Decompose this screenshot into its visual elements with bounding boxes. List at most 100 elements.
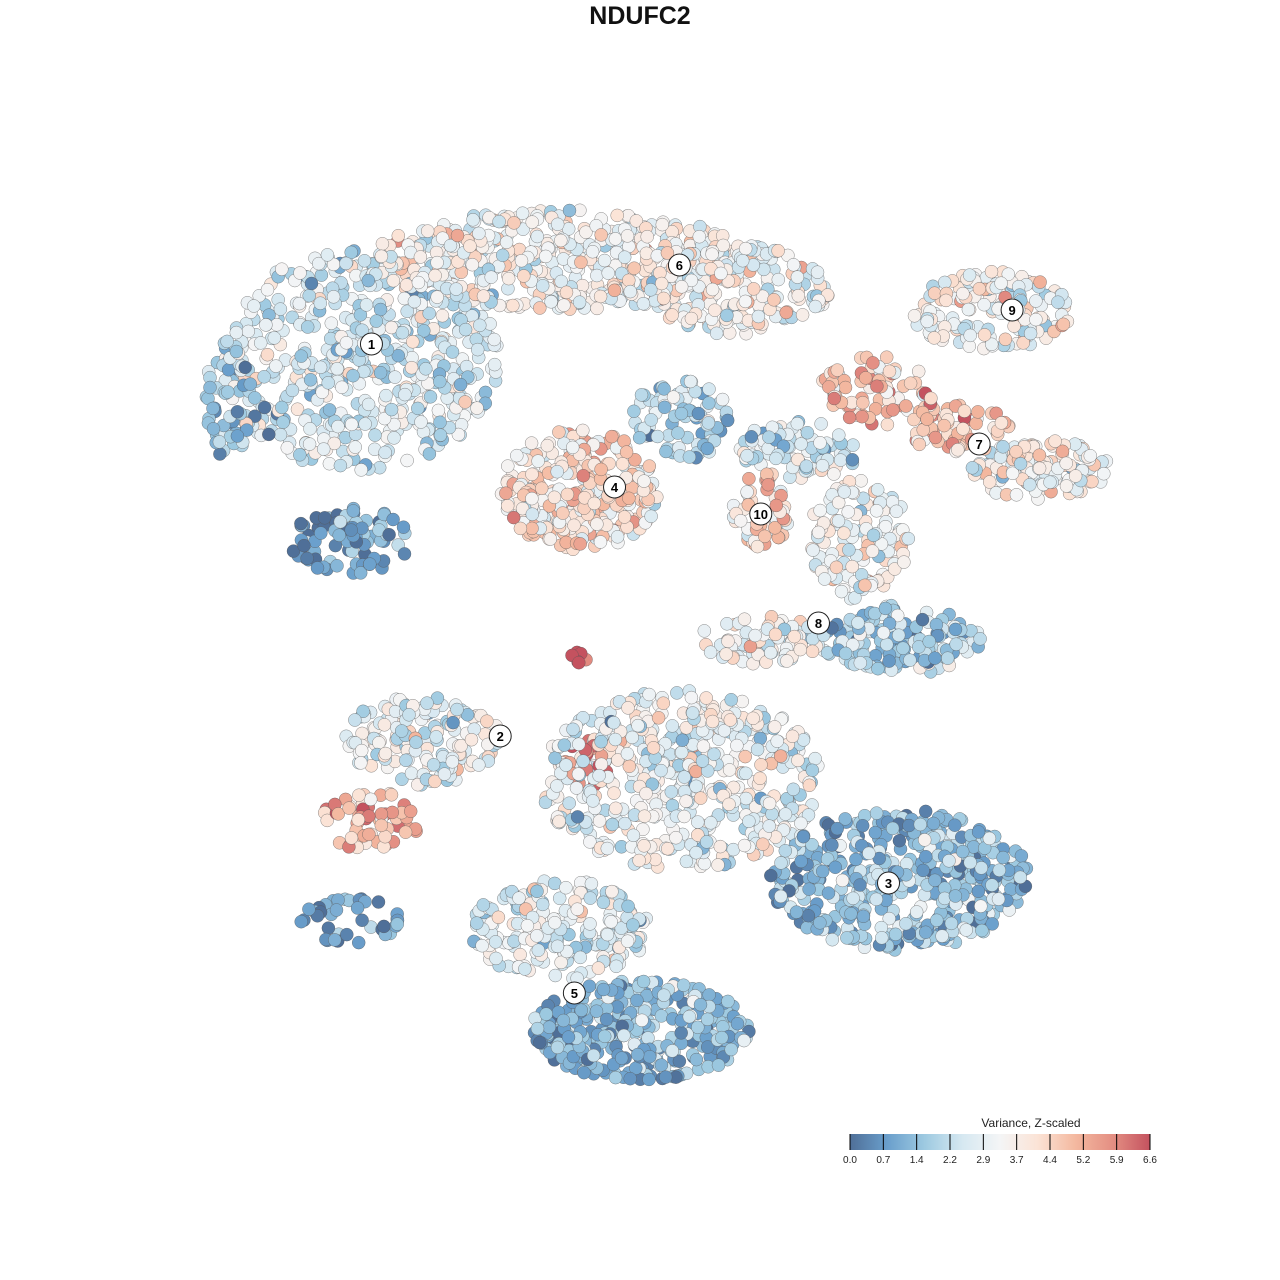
data-point <box>430 290 444 304</box>
data-point <box>608 232 623 246</box>
data-point <box>666 390 681 404</box>
data-point <box>300 320 315 334</box>
data-point <box>790 270 805 284</box>
data-point <box>880 417 895 432</box>
data-point <box>1014 849 1029 863</box>
data-point <box>951 443 965 457</box>
data-point <box>746 711 760 726</box>
data-point <box>965 461 980 475</box>
data-point <box>787 629 802 644</box>
data-point <box>1005 466 1020 481</box>
data-point <box>813 503 827 518</box>
data-point <box>304 276 319 291</box>
data-point <box>576 754 590 768</box>
data-point <box>740 448 754 463</box>
data-point <box>586 1048 601 1063</box>
data-point <box>593 289 608 304</box>
data-point <box>679 854 694 869</box>
data-point <box>650 429 665 444</box>
data-point <box>344 417 359 432</box>
data-point <box>762 819 776 833</box>
data-point <box>229 344 244 359</box>
data-point <box>212 435 227 449</box>
data-point <box>230 429 245 443</box>
data-point <box>531 454 545 468</box>
data-point <box>654 1009 669 1023</box>
data-point <box>853 656 868 670</box>
data-point <box>407 294 422 309</box>
data-point <box>379 388 393 403</box>
data-point <box>853 878 867 892</box>
cluster-label-text: 2 <box>497 729 504 744</box>
data-point <box>605 884 619 899</box>
data-point <box>882 364 897 379</box>
data-point <box>1023 326 1038 341</box>
data-point <box>390 917 405 931</box>
data-point <box>285 383 300 398</box>
data-point <box>709 326 724 341</box>
data-point <box>802 778 817 793</box>
data-point <box>715 1030 729 1045</box>
data-point <box>810 265 825 279</box>
data-point <box>422 306 436 321</box>
legend-tick-label: 0.0 <box>843 1155 857 1166</box>
data-point <box>573 950 588 965</box>
cluster-label-text: 8 <box>815 616 822 631</box>
data-point <box>998 332 1013 347</box>
data-point <box>697 624 712 638</box>
data-point <box>1051 295 1065 309</box>
data-point <box>293 448 307 462</box>
data-point <box>740 485 754 499</box>
data-point <box>414 415 428 429</box>
data-point <box>911 364 926 379</box>
data-point <box>561 1030 576 1044</box>
data-point <box>657 400 672 415</box>
data-point <box>924 391 938 406</box>
cluster-label-badge <box>488 724 512 748</box>
data-point <box>619 445 634 459</box>
data-point <box>665 719 680 733</box>
data-point <box>206 422 221 436</box>
data-point <box>501 271 516 286</box>
data-point <box>391 228 406 243</box>
data-point <box>303 422 317 436</box>
data-point <box>754 758 768 772</box>
data-point <box>534 481 549 496</box>
data-point <box>473 318 487 333</box>
data-point <box>871 661 885 676</box>
data-point <box>991 892 1006 906</box>
data-point <box>269 359 283 373</box>
data-point <box>387 431 401 445</box>
data-point <box>928 873 942 888</box>
data-point <box>275 262 289 276</box>
data-point <box>806 543 820 557</box>
data-point <box>778 807 793 821</box>
data-point <box>774 889 788 904</box>
data-point <box>699 691 713 705</box>
data-point <box>723 713 738 727</box>
data-point <box>344 245 358 260</box>
data-point <box>539 1007 553 1021</box>
data-point <box>660 246 675 260</box>
data-point <box>882 911 896 926</box>
data-point <box>449 282 463 296</box>
data-point <box>849 852 863 867</box>
cluster-label: 9 <box>1000 298 1024 322</box>
data-point <box>450 228 465 243</box>
data-point <box>404 766 419 780</box>
data-point <box>617 510 632 524</box>
legend-tick-label: 5.2 <box>1076 1155 1090 1166</box>
data-point <box>487 332 501 347</box>
data-point <box>406 335 420 349</box>
data-point <box>657 988 671 1002</box>
data-point <box>262 427 276 442</box>
data-point <box>948 818 962 832</box>
data-point <box>730 738 744 753</box>
data-point <box>646 741 661 755</box>
data-point <box>829 560 844 575</box>
data-point <box>937 418 951 433</box>
data-point <box>399 278 414 292</box>
data-point <box>631 718 645 733</box>
data-point <box>605 817 620 832</box>
data-point <box>1032 448 1047 462</box>
